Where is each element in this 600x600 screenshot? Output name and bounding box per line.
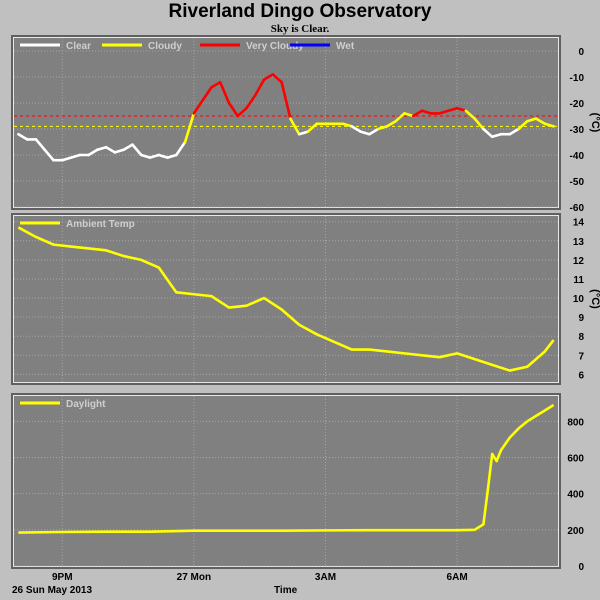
y-tick-label: 13	[573, 237, 585, 248]
sky-temp-segment	[464, 109, 476, 120]
sky-temp-segment	[297, 130, 310, 136]
sky-temp-segment	[104, 145, 117, 154]
sky-temp-segment	[289, 117, 301, 136]
legend-label: Clear	[66, 41, 91, 52]
sky-temp-segment	[87, 148, 99, 157]
sky-temp-segment	[60, 156, 73, 162]
sky-temp-segment	[517, 119, 529, 131]
sky-temp-segment	[447, 106, 459, 113]
sky-temp-segment	[236, 106, 248, 118]
sky-temp-segment	[525, 117, 538, 123]
sky-temp-segment	[139, 153, 152, 159]
sky-temp-segment	[403, 112, 415, 118]
sky-temp-segment	[34, 138, 47, 152]
y-tick-label: 8	[578, 332, 584, 343]
y-tick-label: -10	[570, 73, 585, 84]
y-tick-label: -30	[570, 125, 585, 136]
sky-temp-segment	[148, 153, 161, 159]
y-tick-label: -50	[570, 177, 585, 188]
sky-temp-segment	[473, 117, 485, 131]
sky-temp-segment	[420, 109, 433, 115]
sky-temp-segment	[262, 73, 275, 81]
x-tick-label: 9PM	[52, 572, 73, 583]
legend-label: Very Cloudy	[246, 41, 304, 52]
sky-temp-segment	[43, 148, 55, 162]
sky-temp-segment	[280, 80, 292, 120]
sky-temp-segment	[490, 132, 503, 139]
sky-temp-segment	[96, 145, 108, 152]
sky-temp-segment	[201, 86, 213, 102]
x-tick-label: 3AM	[315, 572, 336, 583]
legend-label: Cloudy	[148, 41, 182, 52]
date-label: 26 Sun May 2013	[12, 585, 93, 596]
y-tick-label: 12	[573, 256, 585, 267]
sky-temp-segment	[271, 73, 283, 84]
y-tick-label: 14	[573, 218, 585, 229]
sky-temp-segment	[350, 125, 362, 133]
legend-label: Wet	[336, 41, 355, 52]
y-tick-label: 0	[578, 562, 584, 573]
sky-temp-segment	[394, 112, 406, 123]
y-tick-label: -20	[570, 99, 585, 110]
y-tick-label: 200	[567, 526, 584, 537]
y-tick-label: -60	[570, 203, 585, 214]
sky-temp-segment	[69, 153, 82, 159]
sky-temp-segment	[245, 93, 257, 110]
y-tick-label: 0	[578, 47, 584, 58]
sky-temp-segment	[508, 127, 520, 136]
ambient-temp-line	[17, 226, 555, 372]
y-tick-label: 7	[578, 351, 584, 362]
sky-temp-segment	[376, 125, 389, 131]
sky-temp-segment	[385, 119, 397, 128]
plot-area	[14, 216, 558, 382]
y-axis-unit: (°C)	[589, 289, 600, 309]
legend-label: Ambient Temp	[66, 219, 135, 230]
y-axis-unit: (°C)	[589, 113, 600, 133]
sky-temp-segment	[253, 78, 266, 97]
x-axis-title: Time	[274, 585, 298, 596]
sky-temp-segment	[131, 143, 143, 157]
sky-temp-segment	[368, 127, 380, 136]
sky-temp-segment	[157, 153, 169, 159]
sky-temp-segment	[455, 106, 468, 113]
sky-temp-segment	[175, 140, 187, 157]
panel-3: 800 600 400 200 0 Daylight	[11, 393, 584, 573]
y-tick-label: 6	[578, 370, 584, 381]
sky-temp-segment	[482, 127, 494, 139]
y-tick-label: -40	[570, 151, 585, 162]
sky-temp-segment	[17, 132, 29, 141]
sky-temp-segment	[192, 99, 204, 115]
sky-temp-segment	[227, 101, 240, 118]
y-tick-label: 800	[567, 417, 584, 428]
sky-temp-segment	[438, 109, 450, 115]
plot-area	[14, 396, 558, 566]
daylight-line	[18, 403, 555, 534]
y-tick-label: 400	[567, 490, 584, 501]
sky-temp-segment	[534, 117, 547, 126]
x-tick-label: 6AM	[447, 572, 468, 583]
y-tick-label: 10	[573, 294, 585, 305]
sky-temp-segment	[411, 109, 424, 118]
x-tick-label: 27 Mon	[177, 572, 211, 583]
sky-temp-segment	[183, 112, 196, 144]
sky-temp-segment	[210, 80, 222, 89]
y-tick-label: 600	[567, 453, 584, 464]
sky-temp-segment	[122, 143, 134, 152]
sky-temp-segment	[543, 122, 555, 128]
y-tick-label: 9	[578, 313, 584, 324]
legend-label: Daylight	[66, 399, 106, 410]
sky-temp-segment	[113, 148, 125, 154]
sky-temp-segment	[341, 122, 354, 128]
panel-2: 14 13 12 11 10 9 8 7 6 (°C) Ambient Temp	[11, 213, 600, 385]
y-tick-label: 11	[573, 275, 584, 286]
sky-temp-segment	[166, 153, 178, 159]
plot-area	[14, 38, 558, 207]
chart-title: Riverland Dingo Observatory	[168, 1, 432, 22]
panel-1: 0 -10 -20 -30 -40 -50 -60 (°C) Clear Cloudy Very C…	[11, 35, 600, 214]
chart-subtitle: Sky is Clear.	[270, 23, 330, 35]
sky-temp-segment	[359, 130, 371, 136]
sky-temp-segment	[306, 122, 319, 133]
sky-temp-segment	[218, 80, 231, 105]
